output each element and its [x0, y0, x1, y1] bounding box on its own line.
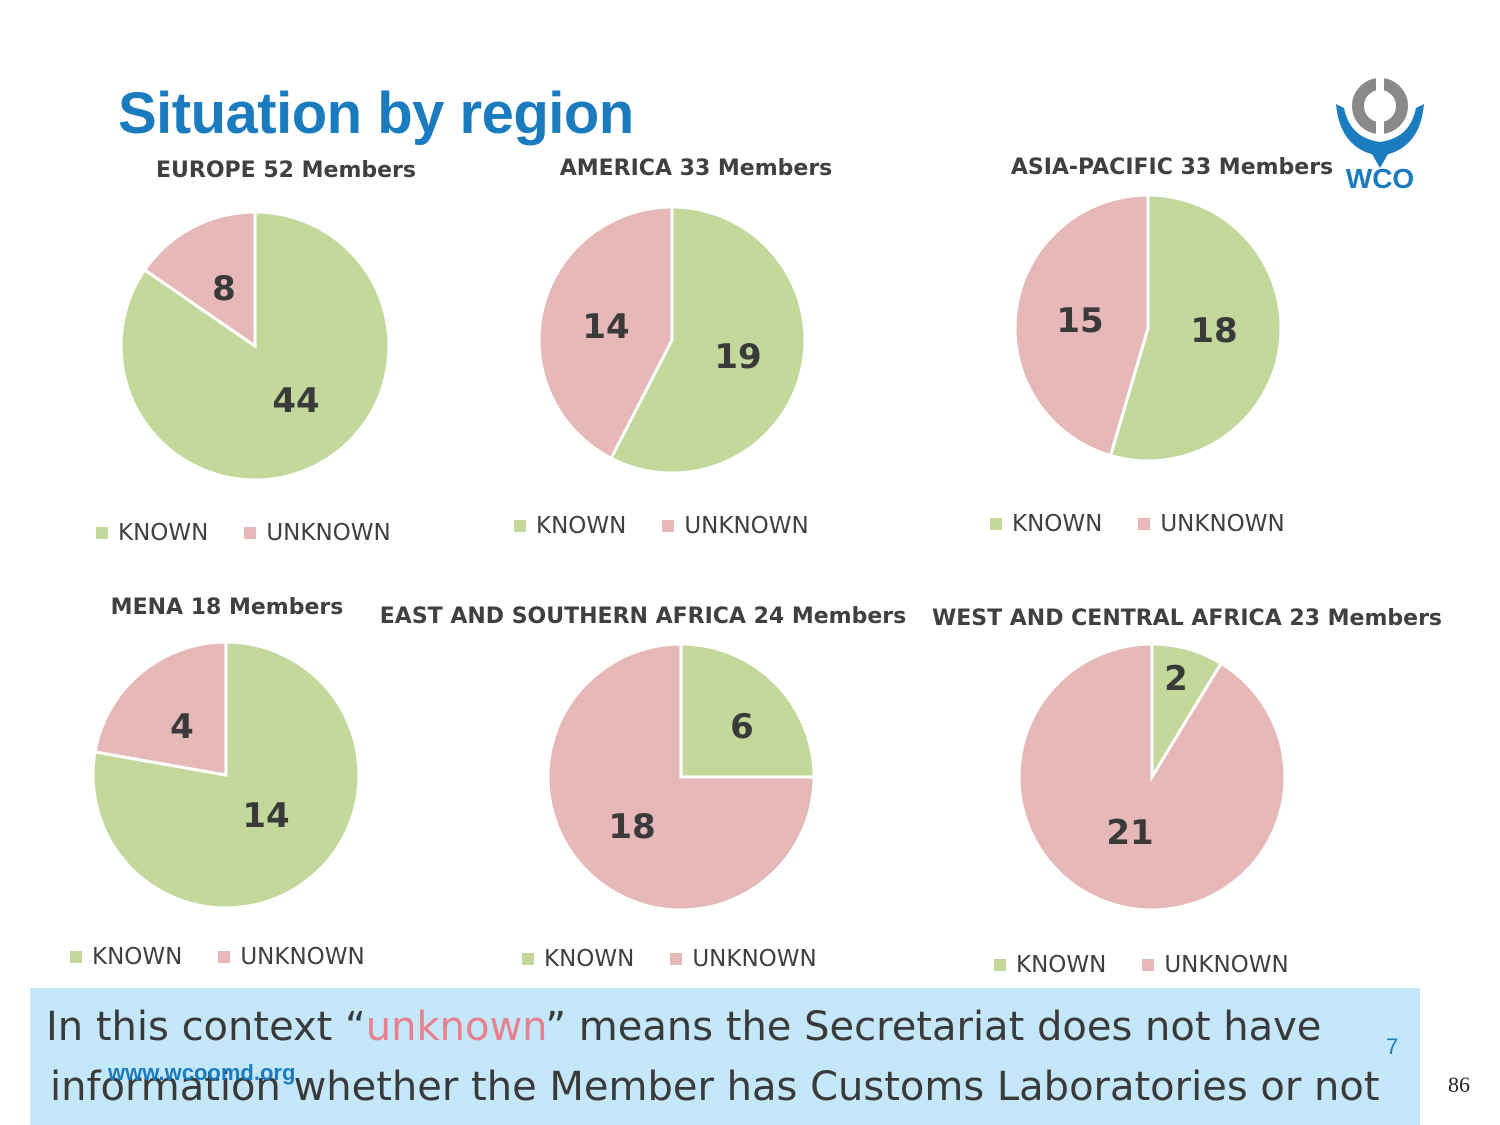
- legend-swatch-unknown: [662, 520, 675, 532]
- note-text-after: ” means the Secretariat does not have: [545, 1004, 1322, 1050]
- legend-item-unknown: UNKNOWN: [1138, 511, 1285, 537]
- legend-item-known: KNOWN: [96, 520, 208, 546]
- legend-swatch-known: [70, 951, 82, 963]
- legend-swatch-unknown: [1138, 518, 1151, 530]
- legend-item-unknown: UNKNOWN: [662, 513, 809, 539]
- legend-swatch-unknown: [1142, 959, 1155, 971]
- chart-title-west-central-africa: WEST AND CENTRAL AFRICA 23 Members: [931, 606, 1443, 631]
- legend-item-known: KNOWN: [70, 944, 182, 970]
- legend-label-unknown: UNKNOWN: [240, 944, 365, 970]
- legend-america: KNOWN UNKNOWN: [514, 513, 809, 539]
- legend-item-known: KNOWN: [994, 952, 1106, 978]
- pie-slice-known: [91, 640, 361, 910]
- legend-swatch-known: [990, 518, 1002, 530]
- legend-swatch-known: [96, 527, 108, 539]
- pie-slice-known: [119, 210, 391, 482]
- data-label-unknown: 14: [582, 307, 629, 347]
- legend-mena: KNOWN UNKNOWN: [70, 944, 365, 970]
- data-label-known: 14: [242, 796, 289, 836]
- pie-slice-known: [679, 642, 816, 779]
- legend-europe: KNOWN UNKNOWN: [96, 520, 391, 546]
- pie-slice-unknown: [537, 205, 674, 461]
- definition-note: [30, 988, 1420, 1125]
- data-label-unknown: 18: [608, 807, 655, 847]
- legend-west-central-africa: KNOWN UNKNOWN: [994, 952, 1289, 978]
- wco-logo: WCO: [1336, 72, 1424, 192]
- pie-slice-unknown: [93, 640, 228, 777]
- data-label-unknown: 15: [1056, 301, 1103, 341]
- chart-title-east-southern-africa: EAST AND SOUTHERN AFRICA 24 Members: [379, 604, 907, 629]
- legend-item-known: KNOWN: [514, 513, 626, 539]
- note-line-1: In this context “unknown” means the Secr…: [46, 1004, 1321, 1050]
- legend-label-unknown: UNKNOWN: [684, 513, 809, 539]
- data-label-known: 6: [730, 707, 754, 747]
- pie-slice-unknown: [1017, 642, 1287, 912]
- legend-swatch-unknown: [218, 951, 231, 963]
- legend-item-unknown: UNKNOWN: [670, 946, 817, 972]
- wco-logo-text: WCO: [1346, 163, 1414, 192]
- legend-swatch-known: [514, 520, 526, 532]
- data-label-unknown: 4: [170, 707, 194, 747]
- data-label-unknown: 21: [1106, 813, 1153, 853]
- legend-label-unknown: UNKNOWN: [266, 520, 391, 546]
- pie-slice-unknown: [142, 210, 257, 349]
- legend-item-unknown: UNKNOWN: [1142, 952, 1289, 978]
- slide-title: Situation by region: [118, 81, 634, 146]
- legend-swatch-unknown: [244, 527, 257, 539]
- chart-title-america: AMERICA 33 Members: [559, 156, 833, 181]
- data-label-known: 18: [1190, 311, 1237, 351]
- note-line-2: information whether the Member has Custo…: [50, 1064, 1380, 1110]
- data-label-known: 19: [714, 337, 761, 377]
- legend-item-known: KNOWN: [990, 511, 1102, 537]
- legend-label-known: KNOWN: [1016, 952, 1107, 978]
- data-label-unknown: 8: [212, 269, 236, 309]
- note-text-before: In this context “: [46, 1004, 366, 1050]
- website-link[interactable]: www.wcoomd.org: [108, 1060, 296, 1085]
- legend-item-unknown: UNKNOWN: [244, 520, 391, 546]
- legend-asia-pacific: KNOWN UNKNOWN: [990, 511, 1285, 537]
- legend-label-unknown: UNKNOWN: [1160, 511, 1285, 537]
- slide-number: 7: [1386, 1034, 1399, 1059]
- legend-label-known: KNOWN: [544, 946, 635, 972]
- pie-slice-known: [1108, 193, 1283, 463]
- pie-slice-known: [609, 205, 807, 475]
- pie-slice-unknown: [546, 642, 816, 912]
- legend-swatch-known: [994, 959, 1006, 971]
- legend-label-unknown: UNKNOWN: [692, 946, 817, 972]
- legend-label-known: KNOWN: [1012, 511, 1103, 537]
- page-number: 86: [1448, 1072, 1470, 1097]
- legend-item-known: KNOWN: [522, 946, 634, 972]
- note-highlight-unknown: unknown: [365, 1004, 546, 1050]
- legend-swatch-unknown: [670, 953, 683, 965]
- chart-title-mena: MENA 18 Members: [110, 595, 344, 620]
- legend-label-known: KNOWN: [118, 520, 209, 546]
- legend-label-known: KNOWN: [92, 944, 183, 970]
- data-label-known: 2: [1164, 659, 1188, 699]
- legend-label-unknown: UNKNOWN: [1164, 952, 1289, 978]
- pie-slice-unknown: [1013, 193, 1150, 458]
- chart-title-europe: EUROPE 52 Members: [156, 158, 416, 183]
- pie-slice-known: [1150, 642, 1224, 783]
- data-label-known: 44: [272, 381, 319, 421]
- legend-east-southern-africa: KNOWN UNKNOWN: [522, 946, 817, 972]
- legend-item-unknown: UNKNOWN: [218, 944, 365, 970]
- legend-label-known: KNOWN: [536, 513, 627, 539]
- chart-title-asia-pacific: ASIA-PACIFIC 33 Members: [1010, 155, 1334, 180]
- legend-swatch-known: [522, 953, 534, 965]
